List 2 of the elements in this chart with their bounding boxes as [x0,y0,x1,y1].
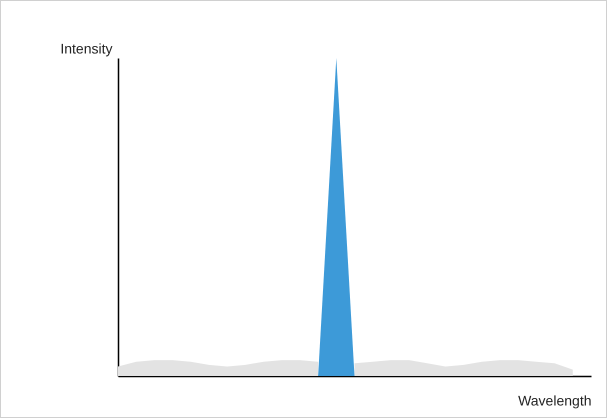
y-axis-title: Intensity [60,40,112,56]
x-axis-title: Wavelength [518,392,592,408]
